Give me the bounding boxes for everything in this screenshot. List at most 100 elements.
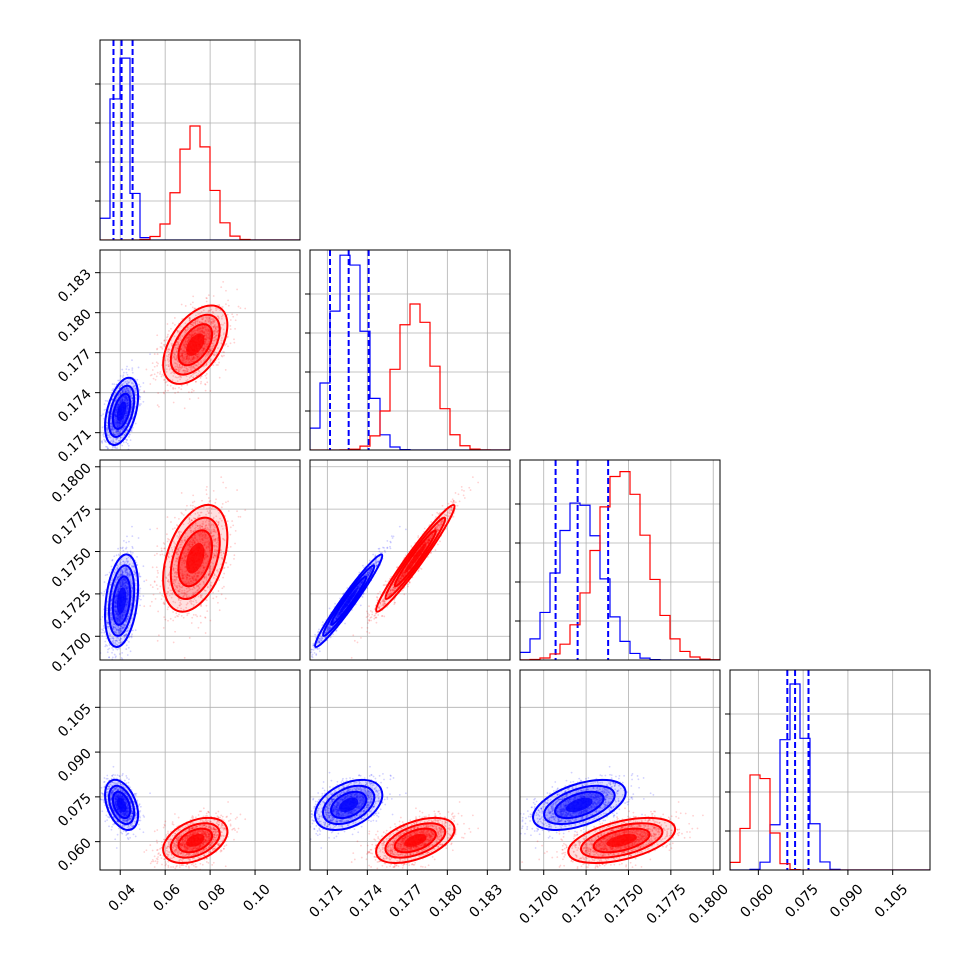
scatter-point [127,407,130,410]
scatter-point [104,440,107,443]
scatter-point [218,303,221,306]
scatter-point [123,388,126,391]
scatter-point [206,610,209,613]
scatter-point [114,413,117,416]
scatter-point [198,350,201,353]
scatter-point [212,317,215,320]
scatter-point [110,422,113,425]
scatter-point [119,436,122,439]
scatter-point [130,410,132,413]
scatter-point [114,413,117,416]
scatter-point [204,389,207,392]
scatter-point [116,422,119,425]
scatter-point [110,425,112,428]
scatter-point [191,501,194,504]
scatter-point [110,415,113,418]
scatter-point [195,380,197,383]
scatter-point [101,441,104,444]
scatter-point [125,412,127,415]
scatter-point [125,391,128,393]
scatter-point [121,400,124,403]
scatter-point [124,414,127,417]
scatter-point [115,451,117,453]
scatter-point [123,425,126,428]
scatter-point [192,331,194,334]
scatter-point [185,380,188,382]
scatter-point [121,390,124,393]
scatter-point [100,455,102,457]
scatter-point [128,368,130,371]
scatter-point [117,423,120,426]
scatter-point [160,549,163,552]
scatter-point [176,614,178,617]
scatter-point [136,378,139,381]
scatter-point [124,547,127,550]
scatter-point [124,388,127,390]
panel-content [100,280,247,457]
scatter-point [118,403,121,406]
scatter-point [124,390,127,393]
scatter-point [125,411,128,414]
scatter-point [122,374,125,377]
scatter-point [162,391,165,394]
scatter-point [232,315,235,318]
scatter-point [118,403,120,406]
scatter-point [178,365,181,368]
scatter-point [172,641,175,644]
scatter-point [229,319,232,321]
scatter-point [131,394,133,397]
panel-0-0 [95,39,301,241]
scatter-point [126,388,128,390]
scatter-point [120,392,123,395]
scatter-point [103,409,106,411]
scatter-point [124,399,126,402]
scatter-point [122,426,125,429]
scatter-point [122,419,125,422]
scatter-point [126,535,128,538]
scatter-point [143,605,146,608]
scatter-point [137,366,140,369]
scatter-point [116,404,119,407]
scatter-point [185,357,188,360]
scatter-point [115,422,118,425]
scatter-point [121,421,124,424]
scatter-point [100,414,103,417]
scatter-point [122,371,125,374]
scatter-point [126,402,129,405]
scatter-point [120,400,122,403]
scatter-point [126,404,129,407]
scatter-point [119,430,122,433]
scatter-point [115,410,118,413]
scatter-point [115,434,118,436]
scatter-point [117,420,119,423]
scatter-point [118,422,121,424]
scatter-point [115,429,118,432]
scatter-point [117,379,120,382]
scatter-point [210,318,213,321]
scatter-point [118,420,121,423]
scatter-point [200,380,203,383]
scatter-point [124,381,126,384]
scatter-point [139,403,142,405]
scatter-point [197,397,200,400]
scatter-point [110,415,113,418]
scatter-point [126,365,128,368]
scatter-point [115,419,118,422]
scatter-point [126,399,129,402]
scatter-point [223,354,225,357]
scatter-point [151,369,154,371]
scatter-point [231,313,234,316]
scatter-point [231,520,234,522]
scatter-point [220,593,223,596]
scatter-point [133,390,136,392]
scatter-point [126,383,129,386]
scatter-point [138,396,141,399]
scatter-point [100,592,103,594]
scatter-point [233,341,236,344]
scatter-point [186,340,189,342]
scatter-point [208,332,211,335]
scatter-point [156,639,159,642]
scatter-point [102,413,105,416]
scatter-point [116,426,119,429]
scatter-point [239,307,242,310]
